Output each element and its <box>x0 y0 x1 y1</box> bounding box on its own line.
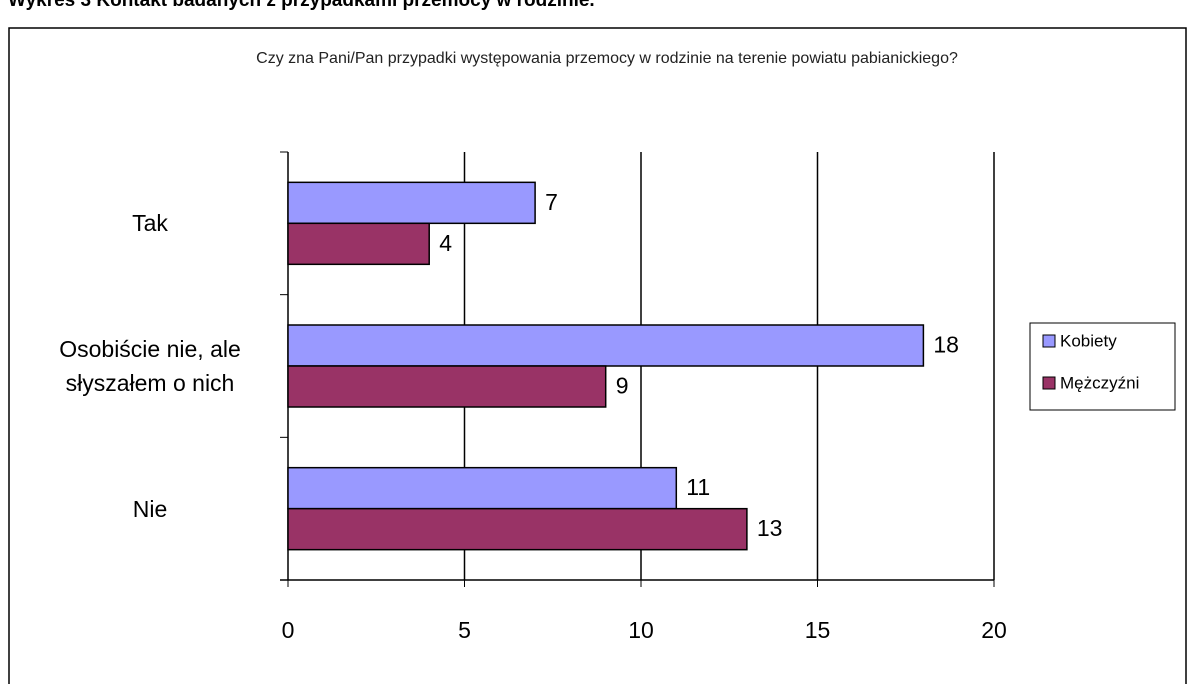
legend-swatch <box>1042 376 1056 390</box>
data-label: 13 <box>757 515 783 541</box>
data-label: 9 <box>616 373 629 399</box>
legend-label: Kobiety <box>1060 331 1117 350</box>
x-tick-label: 5 <box>458 617 471 643</box>
y-tick-label: Nie <box>132 495 168 522</box>
legend-swatch <box>1042 334 1056 348</box>
bar <box>287 222 430 266</box>
x-tick-label: 0 <box>282 617 295 643</box>
chart-frame <box>8 27 1187 684</box>
y-tick-label: Osobiście nie, ale słyszałem o nich <box>59 336 241 396</box>
x-tick-label: 10 <box>628 617 654 643</box>
data-label: 7 <box>545 189 558 215</box>
bar <box>287 365 607 408</box>
chart-title: Czy zna Pani/Pan przypadki występowania … <box>256 50 958 67</box>
data-label: 4 <box>439 230 452 256</box>
heading: Wykres 3 Kontakt badanych z przypadkami … <box>8 0 595 11</box>
y-tick-label: Tak <box>132 210 168 237</box>
bar <box>287 181 536 225</box>
x-tick-label: 15 <box>805 617 831 643</box>
data-label: 18 <box>933 332 959 358</box>
bar <box>287 324 925 367</box>
bar <box>287 466 678 510</box>
legend-label: Mężczyźni <box>1060 373 1139 392</box>
bar <box>287 507 748 551</box>
data-label: 11 <box>686 474 710 500</box>
x-tick-label: 20 <box>981 617 1007 643</box>
